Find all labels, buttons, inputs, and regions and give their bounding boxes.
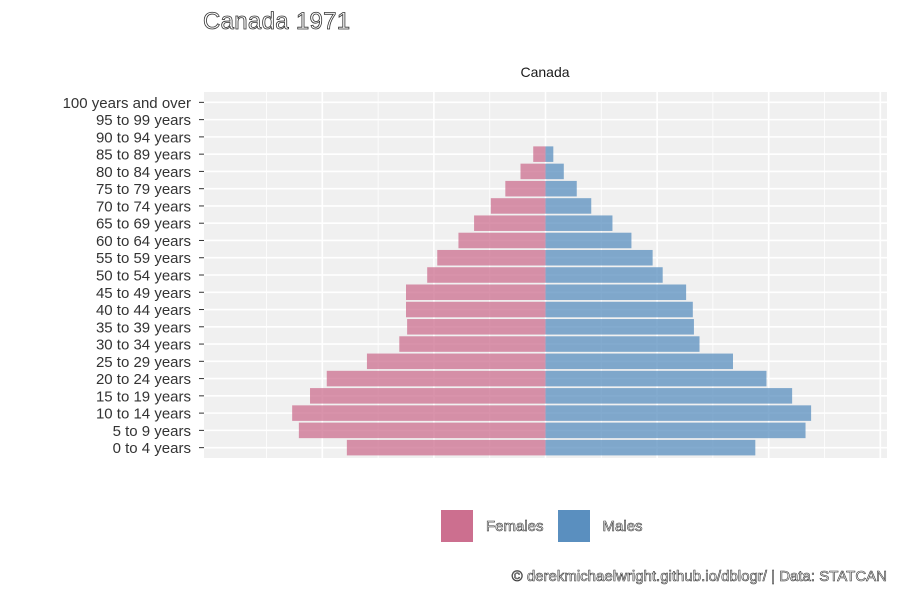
bar-males	[545, 439, 756, 456]
y-tick-label: 50 to 54 years	[96, 268, 191, 285]
bar-males	[545, 267, 663, 283]
bar-males	[545, 146, 554, 162]
bar-males	[545, 215, 613, 231]
bar-males	[545, 301, 693, 318]
legend-item-males: Males	[557, 510, 643, 542]
y-tick-label: 5 to 9 years	[113, 423, 191, 440]
y-tick-label: 40 to 44 years	[96, 302, 191, 319]
bar-females	[346, 439, 546, 456]
bar-females	[292, 405, 546, 421]
bar-females	[427, 267, 546, 283]
bar-males	[545, 422, 806, 439]
bar-males	[545, 198, 592, 214]
y-tick-label: 35 to 39 years	[96, 319, 191, 336]
legend-label-males: Males	[602, 517, 643, 535]
y-tick-label: 85 to 89 years	[96, 147, 191, 164]
legend-item-females: Females	[441, 510, 544, 542]
bar-males	[545, 336, 700, 352]
bar-males	[545, 249, 653, 266]
bar-females	[366, 353, 546, 370]
legend-swatch-males	[557, 510, 590, 542]
y-tick-label: 10 to 14 years	[96, 406, 191, 423]
y-tick-label: 20 to 24 years	[96, 371, 191, 388]
bar-females	[520, 163, 546, 180]
bar-females	[310, 388, 546, 404]
y-tick-label: 95 to 99 years	[96, 112, 191, 129]
bar-males	[545, 232, 632, 249]
bar-males	[545, 163, 564, 180]
panel-strip-title: Canada	[520, 64, 569, 80]
y-tick-label: 0 to 4 years	[113, 440, 191, 457]
y-tick-label: 30 to 34 years	[96, 337, 191, 354]
bar-males	[545, 180, 577, 197]
bar-females	[298, 422, 546, 439]
bar-males	[545, 353, 733, 370]
bar-females	[399, 336, 546, 352]
bar-females	[458, 232, 546, 249]
bar-females	[405, 284, 546, 301]
bar-females	[407, 319, 546, 335]
y-tick-label: 90 to 94 years	[96, 129, 191, 146]
chart-title: Canada 1971	[203, 8, 351, 36]
y-tick-label: 15 to 19 years	[96, 388, 191, 405]
y-tick-label: 55 to 59 years	[96, 250, 191, 267]
bar-males	[545, 370, 767, 387]
legend: Females Males	[441, 510, 657, 542]
bar-males	[545, 405, 812, 421]
y-tick-label: 75 to 79 years	[96, 181, 191, 198]
bars	[292, 146, 812, 456]
y-tick-label: 100 years and over	[63, 95, 191, 112]
y-tick-label: 70 to 74 years	[96, 198, 191, 215]
y-tick-label: 60 to 64 years	[96, 233, 191, 250]
caption: © derekmichaelwright.github.io/dblogr/ |…	[511, 568, 887, 586]
bar-males	[545, 319, 694, 335]
bar-females	[533, 146, 546, 162]
bar-males	[545, 284, 687, 301]
y-tick-label: 65 to 69 years	[96, 216, 191, 233]
y-tick-label: 45 to 49 years	[96, 285, 191, 302]
legend-label-females: Females	[486, 517, 544, 535]
bar-males	[545, 388, 793, 404]
y-tick-label: 80 to 84 years	[96, 164, 191, 181]
bar-females	[405, 301, 546, 318]
bar-females	[505, 180, 546, 197]
y-tick-label: 25 to 29 years	[96, 354, 191, 371]
legend-swatch-females	[441, 510, 473, 542]
bar-females	[490, 198, 546, 214]
bar-females	[326, 370, 546, 387]
bar-females	[474, 215, 546, 231]
bar-females	[437, 249, 546, 266]
